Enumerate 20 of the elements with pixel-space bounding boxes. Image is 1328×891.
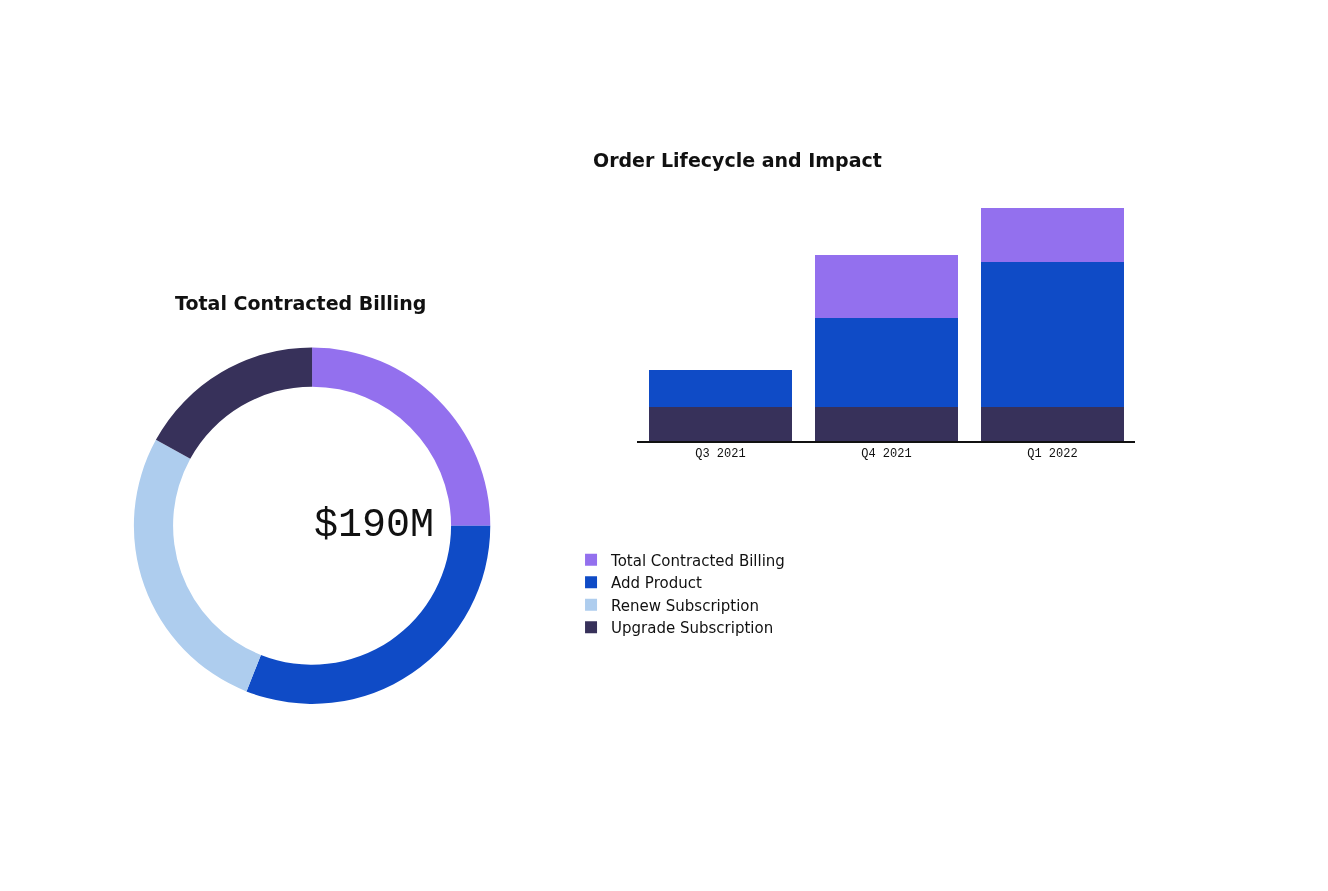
bar xyxy=(649,406,792,442)
bar xyxy=(981,406,1124,442)
chart-title: Total Contracted Billing xyxy=(175,292,427,314)
x-tick-label: Q4 2021 xyxy=(861,447,912,462)
bar xyxy=(981,208,1124,263)
legend-label: Total Contracted Billing xyxy=(610,551,785,570)
donut-slice xyxy=(133,439,261,692)
donut-slice xyxy=(155,347,313,459)
bar xyxy=(815,254,958,318)
legend-label: Add Product xyxy=(611,574,702,593)
bar xyxy=(981,262,1124,407)
bar xyxy=(815,317,958,407)
legend-label: Upgrade Subscription xyxy=(611,619,774,638)
bar xyxy=(649,370,792,407)
text: $190M xyxy=(314,503,435,548)
legend-label: Renew Subscription xyxy=(611,596,759,615)
chart-title: Order Lifecycle and Impact xyxy=(593,149,882,171)
x-tick-label: Q3 2021 xyxy=(695,447,746,462)
bar xyxy=(815,406,958,442)
x-tick-label: Q1 2022 xyxy=(1027,447,1078,462)
